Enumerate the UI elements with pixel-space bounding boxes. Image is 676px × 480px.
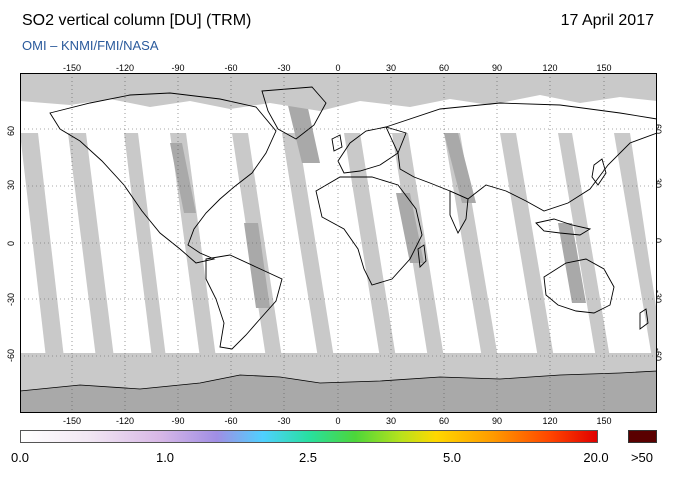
new-zealand	[639, 308, 649, 330]
lon-tick-top: -60	[224, 63, 238, 73]
lon-tick-top: 0	[335, 63, 341, 73]
lon-tick-bottom: 90	[491, 416, 503, 426]
lat-tick-left: -30	[6, 292, 16, 306]
asia	[385, 102, 657, 212]
lon-tick-bottom: -30	[277, 416, 291, 426]
lon-tick-bottom: 30	[385, 416, 397, 426]
colorbar-label: 2.5	[298, 450, 318, 465]
lon-tick-top: -120	[115, 63, 135, 73]
japan	[591, 158, 607, 186]
madagascar	[417, 244, 427, 268]
map-frame	[20, 73, 657, 413]
lon-tick-bottom: 150	[596, 416, 612, 426]
lat-tick-left: 30	[6, 179, 16, 190]
colorbar	[20, 430, 598, 443]
europe	[337, 126, 407, 174]
map-date: 17 April 2017	[560, 12, 654, 29]
map-title: SO2 vertical column [DU] (TRM)	[22, 12, 252, 29]
lon-tick-top: 60	[438, 63, 450, 73]
colorbar-overflow-box	[628, 430, 657, 443]
lon-tick-top: -150	[62, 63, 82, 73]
lon-tick-bottom: -90	[171, 416, 185, 426]
north-polar-nodata	[20, 73, 657, 111]
colorbar-label: 1.0	[155, 450, 175, 465]
lon-tick-top: -90	[171, 63, 185, 73]
data-credit: OMI – KNMI/FMI/NASA	[22, 38, 159, 53]
lat-tick-left: -60	[6, 348, 16, 362]
graticule	[20, 73, 657, 413]
india	[449, 190, 469, 234]
lon-tick-bottom: 120	[542, 416, 558, 426]
lon-tick-bottom: -150	[62, 416, 82, 426]
australia	[543, 258, 615, 314]
lon-tick-top: -30	[277, 63, 291, 73]
lon-tick-top: 150	[596, 63, 612, 73]
lon-tick-top: 90	[491, 63, 503, 73]
lat-tick-left: 60	[6, 125, 16, 136]
lon-tick-bottom: -60	[224, 416, 238, 426]
indonesia	[535, 218, 592, 236]
great-britain	[331, 134, 343, 152]
antarctica	[20, 370, 657, 413]
lon-tick-bottom: 60	[438, 416, 450, 426]
colorbar-over-label: >50	[630, 450, 654, 465]
lon-tick-top: 30	[385, 63, 397, 73]
colorbar-label: 20.0	[583, 450, 609, 465]
north-america	[49, 92, 277, 264]
lat-tick-left: 0	[6, 240, 16, 246]
colorbar-label: 5.0	[442, 450, 462, 465]
lon-tick-bottom: -120	[115, 416, 135, 426]
greenland	[261, 86, 327, 140]
so2-world-map	[20, 73, 657, 413]
colorbar-label: 0.0	[10, 450, 30, 465]
lon-tick-bottom: 0	[335, 416, 341, 426]
africa	[315, 176, 423, 286]
lon-tick-top: 120	[542, 63, 558, 73]
